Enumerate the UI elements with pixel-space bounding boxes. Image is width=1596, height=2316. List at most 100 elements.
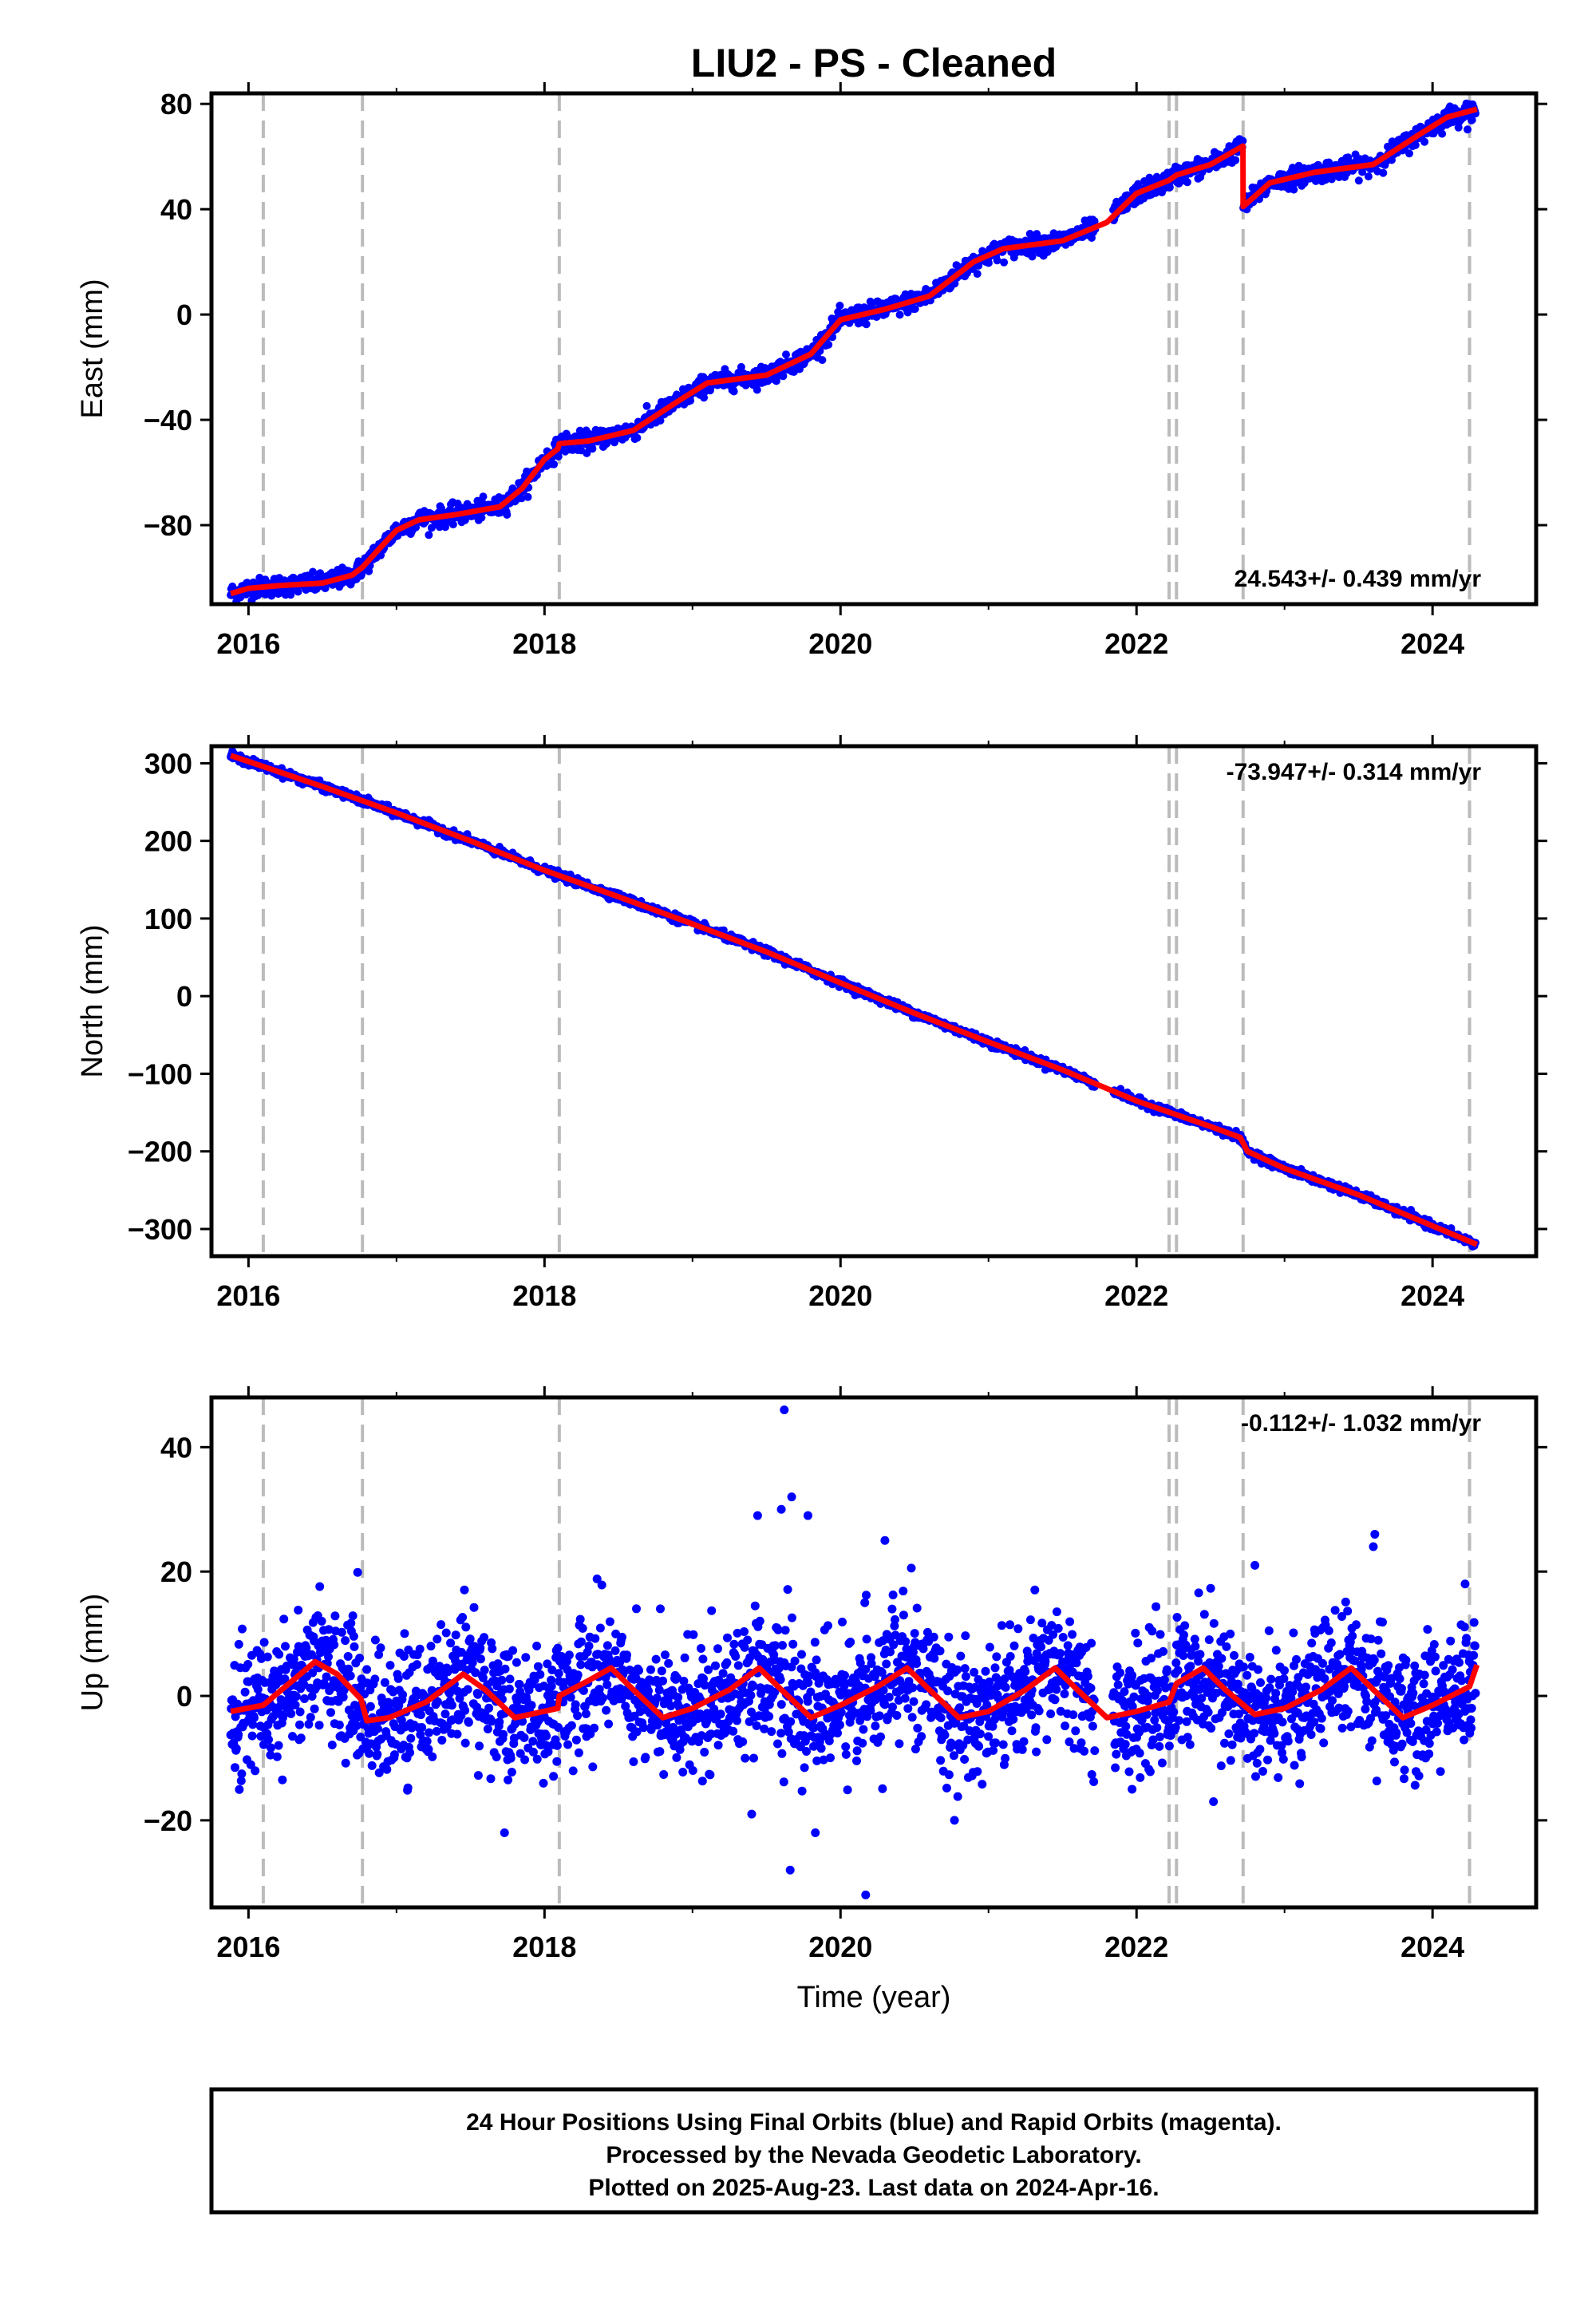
y-tick-label: 0	[176, 980, 192, 1013]
data-point	[1183, 178, 1191, 187]
data-point	[385, 1699, 394, 1709]
data-point	[425, 1728, 434, 1737]
data-point	[471, 1668, 480, 1678]
data-point	[278, 1775, 287, 1784]
data-point	[588, 445, 597, 453]
data-point	[250, 1713, 259, 1722]
data-point	[1231, 156, 1240, 164]
data-point	[389, 1750, 399, 1760]
y-tick-label: −200	[128, 1136, 192, 1168]
data-point	[782, 350, 790, 359]
data-point	[460, 1738, 470, 1748]
data-point	[231, 1712, 240, 1721]
data-point	[343, 1652, 353, 1661]
plot-frame	[209, 744, 1539, 1259]
data-point	[448, 1715, 457, 1725]
data-point	[327, 1741, 337, 1749]
data-point	[448, 520, 457, 529]
data-point	[737, 362, 745, 371]
data-point	[836, 302, 844, 310]
plot-frame	[209, 91, 1539, 607]
data-point	[231, 1763, 239, 1773]
data-points	[226, 1405, 1480, 1899]
data-point	[266, 1750, 275, 1760]
data-point	[1028, 252, 1037, 261]
data-point	[291, 1692, 301, 1701]
data-point	[399, 1652, 409, 1661]
data-point	[263, 1652, 272, 1662]
data-point	[393, 1674, 403, 1683]
data-point	[337, 1627, 346, 1637]
data-point	[686, 397, 695, 405]
data-point	[477, 513, 486, 522]
data-point	[895, 310, 904, 319]
data-point	[290, 1700, 300, 1709]
y-tick-label: −40	[144, 404, 192, 437]
data-point	[1364, 172, 1373, 181]
data-point	[235, 1784, 244, 1794]
data-point	[455, 1694, 464, 1703]
data-point	[460, 1705, 470, 1715]
data-point	[433, 1634, 442, 1644]
x-tick-label: 2020	[808, 627, 872, 660]
data-point	[238, 1624, 247, 1634]
data-point	[380, 1678, 389, 1687]
data-point	[324, 1625, 334, 1634]
data-point	[700, 393, 709, 402]
data-point	[428, 1656, 437, 1666]
data-point	[330, 1611, 340, 1621]
data-point	[451, 1630, 460, 1640]
x-tick-label: 2018	[512, 1279, 576, 1312]
rate-label: -73.947+/- 0.314 mm/yr	[1227, 759, 1482, 785]
data-point	[248, 1720, 258, 1729]
data-point	[1438, 129, 1447, 138]
data-point	[253, 1685, 263, 1694]
data-point	[398, 1690, 408, 1699]
data-point	[416, 1730, 425, 1740]
data-point	[1468, 116, 1476, 124]
data-point	[469, 1603, 479, 1612]
x-tick-label: 2016	[216, 627, 280, 660]
data-point	[425, 531, 433, 539]
data-point	[1290, 185, 1298, 194]
data-point	[441, 1628, 451, 1638]
rate-label: 24.543+/- 0.439 mm/yr	[1235, 566, 1482, 592]
data-point	[264, 1735, 273, 1745]
data-point	[288, 1732, 297, 1741]
data-point	[300, 1694, 309, 1703]
data-point	[319, 1678, 329, 1688]
y-tick-label: −80	[144, 509, 192, 542]
data-point	[281, 1642, 290, 1651]
data-point	[433, 1697, 442, 1706]
data-point	[973, 270, 982, 279]
data-point	[272, 1752, 282, 1761]
data-point	[334, 1720, 344, 1729]
data-point	[413, 1660, 422, 1670]
data-point	[240, 1687, 250, 1697]
data-point	[1420, 137, 1429, 146]
data-point	[315, 1582, 325, 1591]
y-tick-label: −100	[128, 1057, 192, 1090]
data-point	[349, 1631, 358, 1641]
y-tick-label: 200	[144, 825, 192, 858]
data-point	[550, 460, 559, 468]
y-tick-label: 0	[176, 298, 192, 331]
data-point	[428, 1752, 437, 1761]
x-tick-label: 2024	[1400, 1279, 1464, 1312]
y-tick-label: 40	[160, 193, 192, 226]
data-point	[1238, 136, 1247, 145]
data-point	[984, 259, 993, 267]
data-point	[286, 1709, 296, 1718]
data-point	[279, 1614, 289, 1624]
data-point	[317, 1616, 326, 1626]
data-point	[415, 1644, 425, 1654]
data-point	[903, 308, 912, 317]
data-point	[346, 1671, 355, 1681]
data-point	[353, 1567, 362, 1577]
x-tick-label: 2018	[512, 627, 576, 660]
data-point	[307, 1692, 317, 1701]
x-tick-label: 2022	[1104, 1279, 1168, 1312]
data-point	[403, 1783, 413, 1792]
data-point	[1090, 217, 1099, 226]
